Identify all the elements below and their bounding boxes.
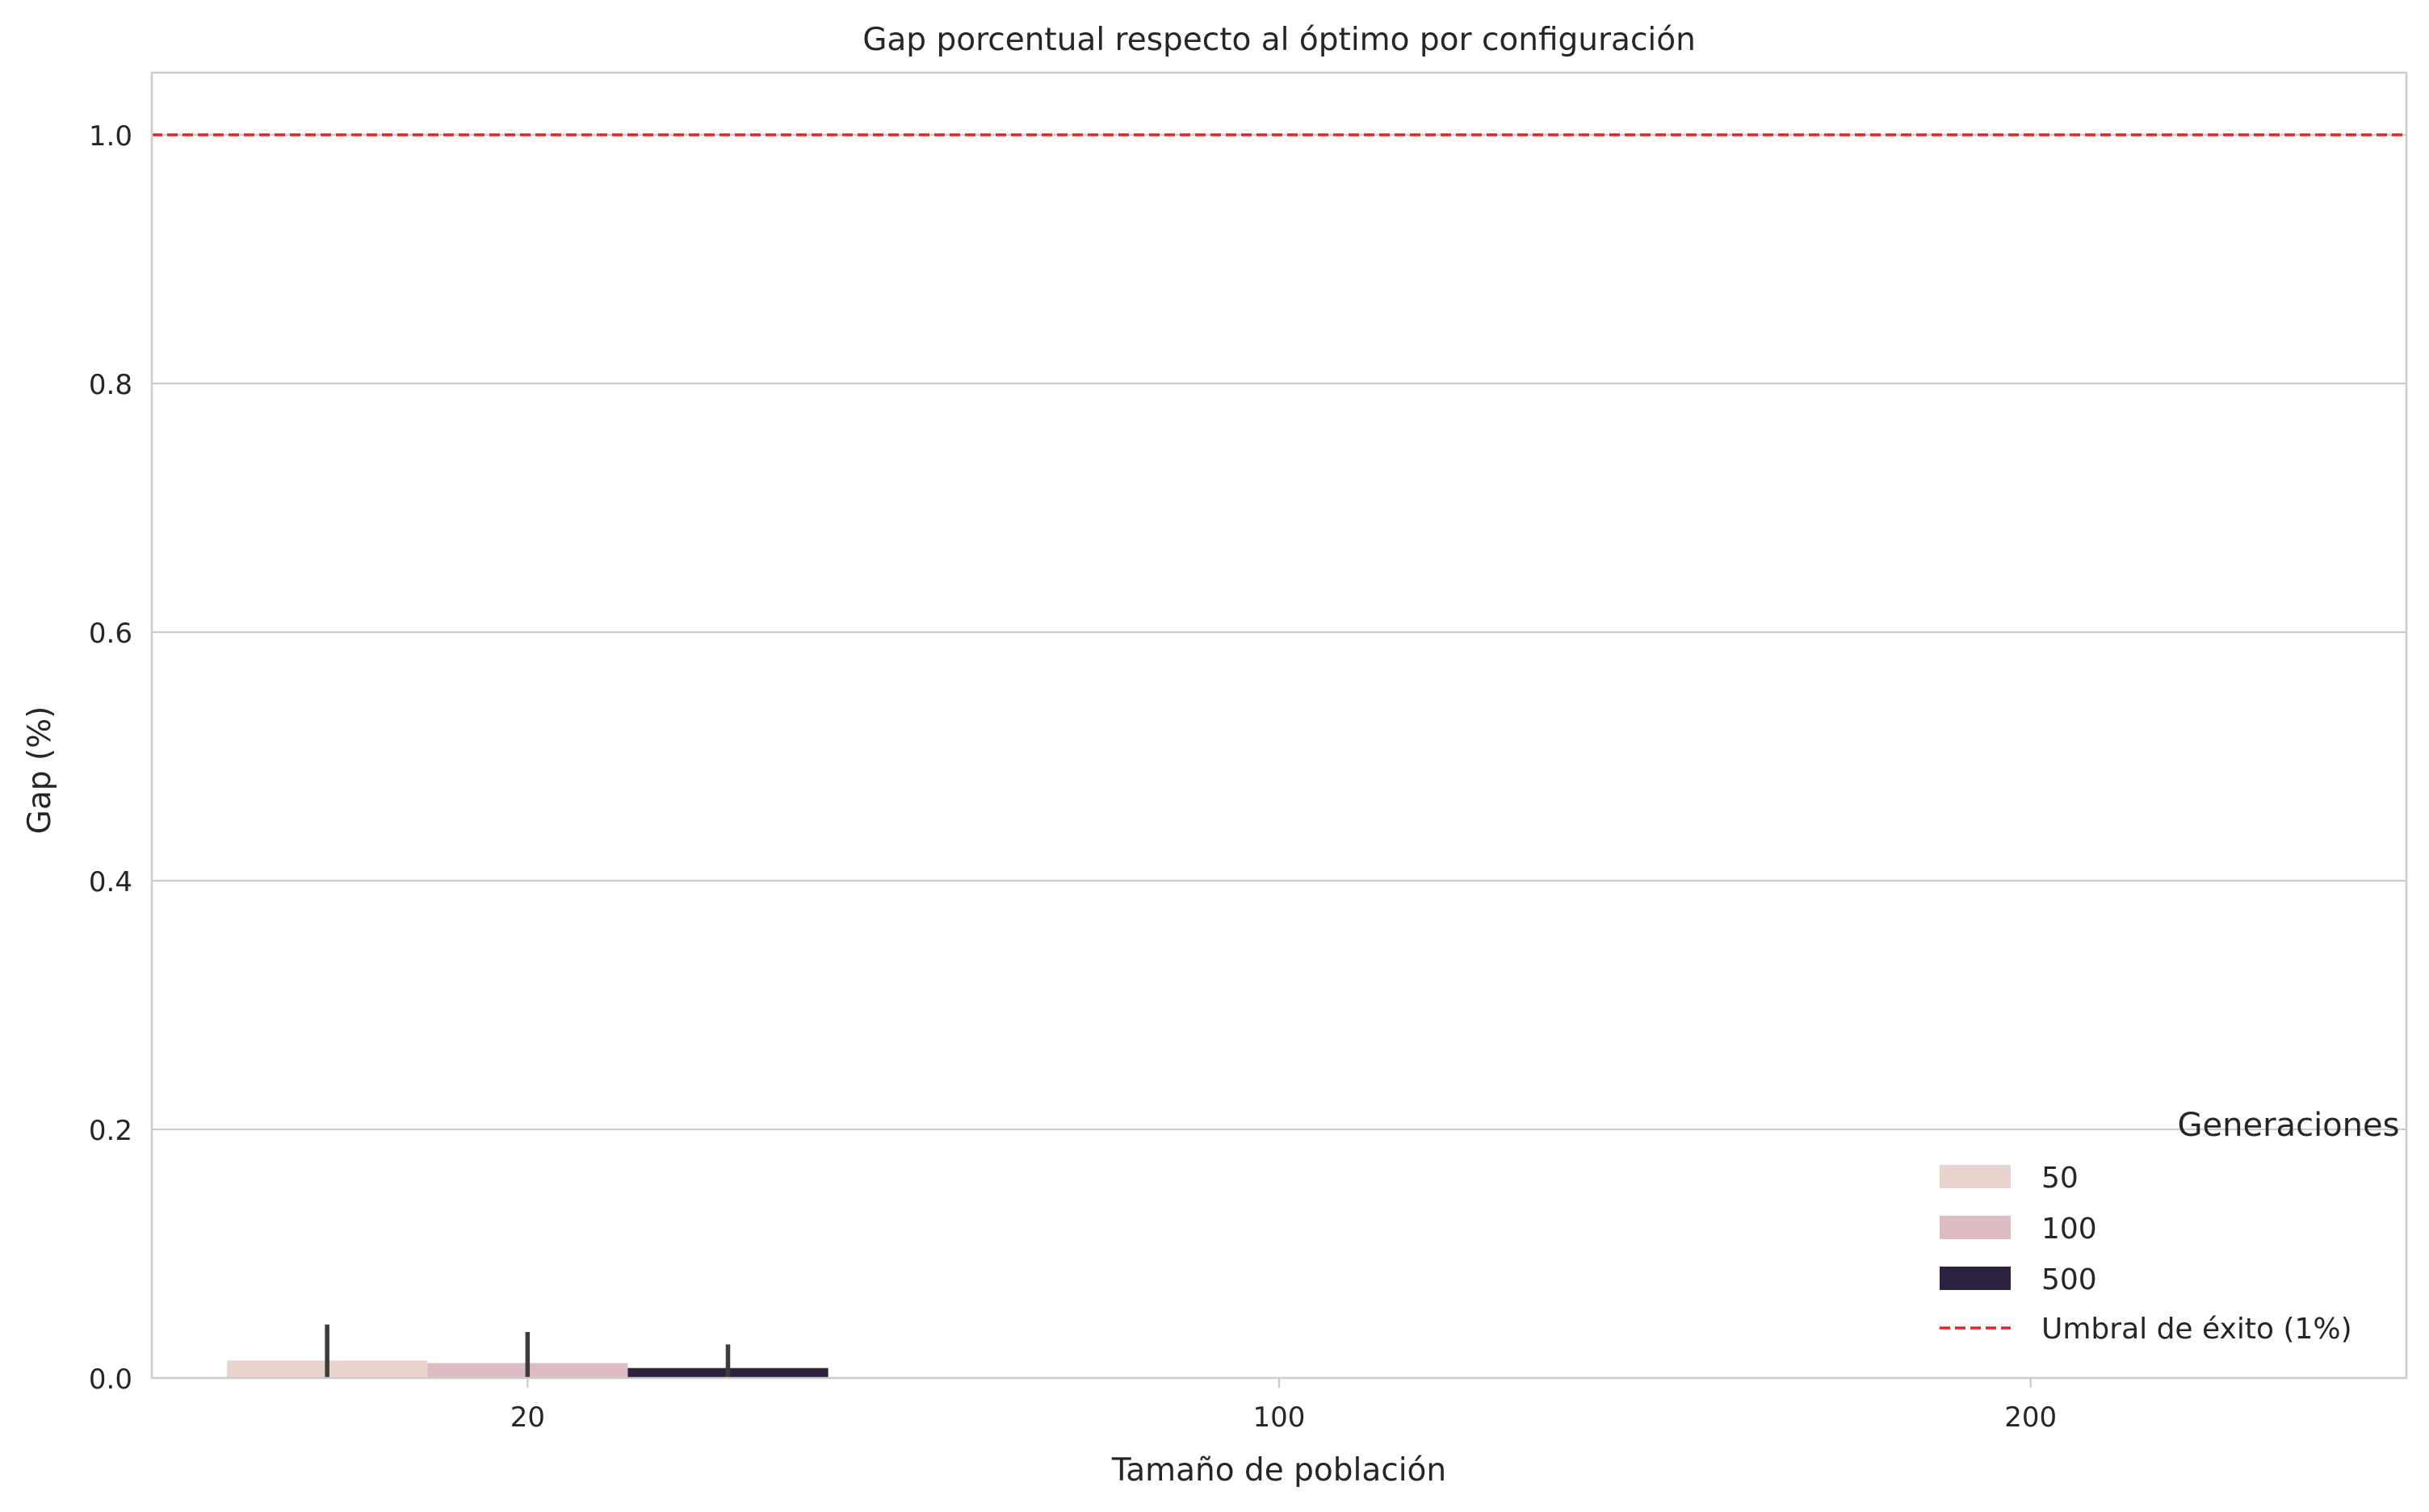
legend-label-50: 50 <box>2041 1162 2079 1195</box>
y-tick-label: 0.6 <box>89 618 132 650</box>
x-tick-labels: 20 100 200 <box>510 1378 2057 1434</box>
error-bars <box>325 1324 731 1378</box>
y-tick-label: 0.2 <box>89 1115 132 1147</box>
x-axis-label: Tamaño de población <box>1111 1452 1446 1489</box>
y-tick-label: 0.8 <box>89 369 132 401</box>
y-tick-label: 0.0 <box>89 1363 132 1396</box>
x-tick-label: 20 <box>510 1401 545 1434</box>
y-tick-label: 1.0 <box>89 120 132 153</box>
legend-label-100: 100 <box>2041 1213 2097 1246</box>
legend-title: Generaciones <box>2178 1107 2400 1144</box>
legend-swatch-500 <box>1940 1267 2011 1290</box>
y-axis-label: Gap (%) <box>22 706 58 835</box>
legend-label-500: 500 <box>2041 1263 2097 1296</box>
y-tick-label: 0.4 <box>89 866 132 898</box>
legend: Generaciones 50 100 500 Umbral de éxito (1%… <box>1940 1107 2399 1346</box>
x-tick-label: 200 <box>2004 1401 2057 1434</box>
chart-title: Gap porcentual respecto al óptimo por co… <box>862 22 1696 58</box>
x-tick-label: 100 <box>1253 1401 1306 1434</box>
y-tick-labels: 0.0 0.2 0.4 0.6 0.8 1.0 <box>89 120 132 1396</box>
legend-swatch-50 <box>1940 1165 2011 1188</box>
legend-swatch-100 <box>1940 1216 2011 1239</box>
legend-label-threshold: Umbral de éxito (1%) <box>2041 1313 2352 1346</box>
